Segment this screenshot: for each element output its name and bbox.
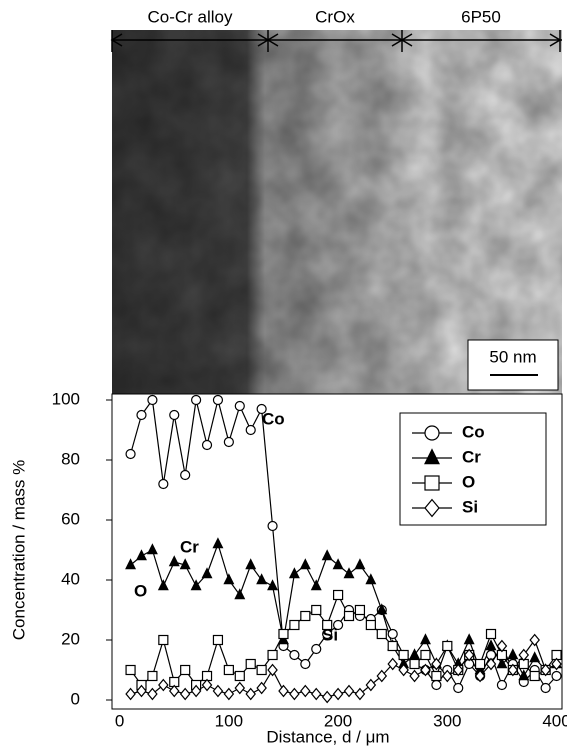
marker: [235, 402, 244, 411]
marker: [257, 666, 266, 675]
tem-image: 50 nm: [112, 30, 562, 394]
x-tick-label: 300: [433, 711, 461, 730]
marker: [530, 672, 539, 681]
marker: [312, 645, 321, 654]
marker: [268, 651, 277, 660]
region-label: CrOx: [315, 7, 355, 26]
y-tick-label: 100: [52, 389, 80, 408]
marker: [181, 471, 190, 480]
marker: [366, 621, 375, 630]
marker: [246, 660, 255, 669]
marker: [454, 684, 463, 693]
legend-label: O: [462, 472, 475, 491]
marker: [399, 651, 408, 660]
marker: [487, 630, 496, 639]
marker: [268, 522, 277, 531]
marker: [224, 438, 233, 447]
legend: Co Cr O Si: [400, 413, 546, 525]
x-tick-label: 0: [115, 711, 124, 730]
figure: 50 nm Co-Cr alloy CrOx 6P50 Distance, d …: [0, 0, 567, 747]
marker: [301, 612, 310, 621]
marker: [126, 666, 135, 675]
marker: [181, 666, 190, 675]
marker: [432, 672, 441, 681]
annotation: Co: [262, 409, 285, 428]
marker: [137, 411, 146, 420]
marker: [377, 630, 386, 639]
marker: [148, 396, 157, 405]
legend-label: Si: [462, 497, 478, 516]
marker: [213, 396, 222, 405]
marker: [432, 681, 441, 690]
marker: [443, 642, 452, 651]
marker: [224, 666, 233, 675]
marker: [334, 591, 343, 600]
annotation: O: [134, 581, 147, 600]
y-tick-label: 20: [61, 629, 80, 648]
marker: [497, 681, 506, 690]
marker: [388, 642, 397, 651]
x-tick-label: 400: [542, 711, 567, 730]
marker: [126, 450, 135, 459]
marker: [159, 480, 168, 489]
marker: [388, 630, 397, 639]
annotation: Si: [322, 625, 338, 644]
marker: [235, 672, 244, 681]
marker: [312, 606, 321, 615]
y-tick-label: 60: [61, 509, 80, 528]
legend-label: Co: [462, 422, 485, 441]
y-tick-label: 0: [71, 689, 80, 708]
marker: [170, 411, 179, 420]
marker: [421, 651, 430, 660]
marker: [159, 636, 168, 645]
marker: [552, 672, 561, 681]
marker: [410, 660, 419, 669]
scale-bar-label: 50 nm: [489, 347, 536, 366]
y-tick-label: 40: [61, 569, 80, 588]
marker: [355, 606, 364, 615]
y-axis-label: Concentration / mass %: [9, 460, 28, 640]
x-tick-label: 100: [215, 711, 243, 730]
marker: [203, 441, 212, 450]
marker: [290, 651, 299, 660]
marker: [290, 621, 299, 630]
legend-label: Cr: [462, 447, 481, 466]
x-tick-label: 200: [324, 711, 352, 730]
marker: [148, 672, 157, 681]
marker: [476, 660, 485, 669]
marker: [425, 476, 439, 490]
annotation: Cr: [180, 537, 199, 556]
marker: [213, 636, 222, 645]
marker: [345, 612, 354, 621]
marker: [541, 684, 550, 693]
marker: [301, 660, 310, 669]
marker: [246, 426, 255, 435]
y-tick-label: 80: [61, 449, 80, 468]
region-label: Co-Cr alloy: [147, 7, 233, 26]
region-label: 6P50: [461, 7, 501, 26]
marker: [192, 396, 201, 405]
marker: [279, 630, 288, 639]
marker: [425, 426, 439, 440]
